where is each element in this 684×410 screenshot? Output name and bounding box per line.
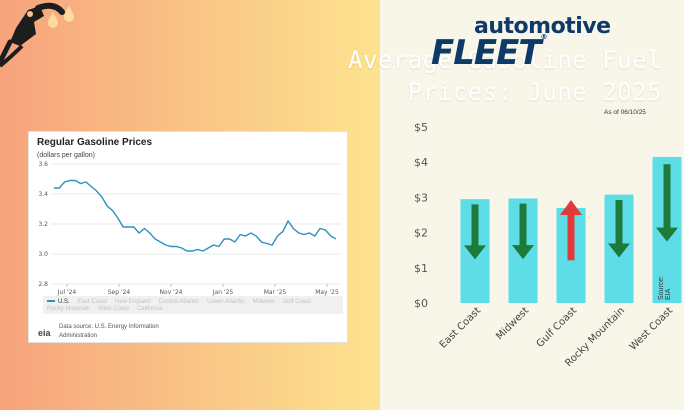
- fuel-drop-icon: [48, 12, 58, 28]
- eia-source-text: Data source: U.S. Energy Information Adm…: [59, 324, 159, 339]
- eia-chart-card: Regular Gasoline Prices (dollars per gal…: [28, 131, 348, 343]
- brand-logo-word: FLEET: [431, 33, 542, 73]
- eia-legend-item[interactable]: East Coast: [77, 298, 108, 305]
- brand-logo-top: automotive: [474, 14, 611, 39]
- eia-y-tick-label: 3.6: [38, 161, 48, 168]
- eia-legend-item[interactable]: Midwest: [252, 298, 275, 305]
- eia-legend-item[interactable]: Rocky Mountain: [47, 305, 91, 312]
- eia-y-tick-label: 2.8: [38, 281, 48, 288]
- y-tick-label: $1: [414, 262, 428, 275]
- eia-legend-item[interactable]: New England: [115, 298, 151, 305]
- eia-x-tick-label: Jan '25: [212, 289, 234, 296]
- eia-chart-subtitle: (dollars per gallon): [37, 152, 95, 159]
- trend-down-arrow-icon: [512, 203, 534, 260]
- category-label: Gulf Coast: [535, 305, 580, 350]
- trend-down-arrow-icon: [608, 200, 630, 258]
- eia-x-tick-label: May '25: [315, 289, 339, 296]
- eia-x-tick-label: Sep '24: [108, 289, 131, 296]
- brand-registered-mark: ®: [540, 33, 548, 41]
- eia-x-tick-label: Nov '24: [160, 289, 183, 296]
- category-label: West Coast: [628, 305, 676, 353]
- category-label: East Coast: [438, 305, 483, 350]
- source-label: Source: EIA: [658, 275, 672, 300]
- eia-x-tick-label: Mar '25: [264, 289, 287, 296]
- trend-down-arrow-icon: [464, 204, 486, 260]
- y-tick-label: $3: [414, 191, 428, 204]
- eia-legend-item[interactable]: Lower Atlantic: [207, 298, 245, 305]
- eia-y-tick-label: 3.2: [38, 221, 48, 228]
- eia-y-tick-label: 3.0: [38, 251, 48, 258]
- trend-up-arrow-icon: [560, 199, 582, 261]
- brand-logo-bottom: FLEET®: [431, 33, 548, 73]
- headline-line-1: Average Gasoline Fuel: [348, 46, 662, 74]
- trend-down-arrow-icon: [656, 164, 678, 242]
- eia-legend-item[interactable]: Gulf Coast: [282, 298, 311, 305]
- eia-legend-item[interactable]: Central Atlantic: [158, 298, 200, 305]
- eia-legend: U.S. East Coast New England Central Atlanti…: [43, 296, 343, 314]
- y-tick-label: $4: [414, 156, 428, 169]
- fuel-drop-icon: [64, 6, 74, 22]
- eia-legend-item[interactable]: U.S.: [47, 299, 70, 305]
- headline-line-2: Prices: June 2025: [407, 78, 662, 106]
- eia-line-chart: 3.6 3.4 3.2 3.0 2.8 Jul '24 Sep '24 Nov '24 Jan …: [38, 161, 341, 296]
- fuel-pump-icon: [0, 2, 65, 68]
- y-tick-label: $0: [414, 297, 428, 310]
- eia-logo: eia: [38, 328, 51, 338]
- eia-legend-item[interactable]: California: [136, 305, 163, 312]
- eia-y-tick-label: 3.4: [38, 191, 48, 198]
- eia-series-line-us: [54, 179, 337, 252]
- y-tick-label: $2: [414, 227, 428, 240]
- eia-chart-title: Regular Gasoline Prices: [37, 137, 153, 148]
- as-of-date: As of 06/10/25: [604, 109, 646, 116]
- eia-legend-item[interactable]: West Coast: [98, 305, 129, 312]
- y-tick-label: $5: [414, 121, 428, 134]
- eia-x-tick-label: Jul '24: [57, 289, 77, 296]
- category-label: Midwest: [494, 305, 531, 342]
